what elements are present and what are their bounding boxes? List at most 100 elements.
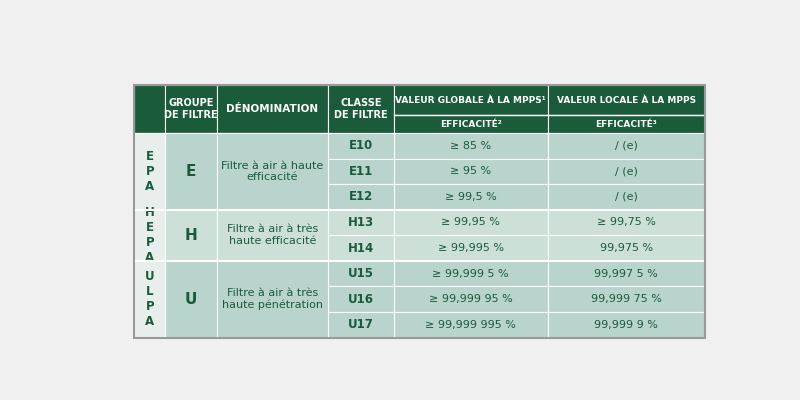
Text: U16: U16 — [348, 293, 374, 306]
Text: U17: U17 — [348, 318, 374, 331]
Bar — [217, 312, 328, 338]
Bar — [217, 158, 328, 184]
Bar — [134, 85, 705, 338]
Text: ≥ 99,5 %: ≥ 99,5 % — [445, 192, 497, 202]
Text: 99,997 5 %: 99,997 5 % — [594, 268, 658, 278]
Bar — [134, 261, 166, 338]
Bar — [217, 85, 328, 133]
Text: H14: H14 — [348, 242, 374, 254]
Bar — [328, 235, 394, 261]
Text: ≥ 99,95 %: ≥ 99,95 % — [441, 218, 500, 228]
Text: GROUPE
DE FILTRE: GROUPE DE FILTRE — [164, 98, 218, 120]
Bar — [548, 158, 705, 184]
Text: EFFICACITÉ³: EFFICACITÉ³ — [595, 120, 657, 129]
Bar — [217, 184, 328, 210]
Bar — [217, 210, 328, 261]
Bar — [217, 133, 328, 210]
Text: Filtre à air à haute
efficacité: Filtre à air à haute efficacité — [222, 160, 323, 182]
Text: / (e): / (e) — [614, 141, 638, 151]
Bar — [166, 133, 217, 158]
Bar — [328, 184, 394, 210]
Bar — [217, 286, 328, 312]
Bar — [134, 85, 166, 133]
Bar — [166, 261, 217, 338]
Bar — [394, 286, 548, 312]
Bar — [134, 312, 166, 338]
Bar — [217, 133, 328, 158]
Bar — [548, 210, 705, 235]
Text: H13: H13 — [348, 216, 374, 229]
Text: / (e): / (e) — [614, 166, 638, 176]
Bar — [394, 133, 548, 158]
Bar — [394, 210, 548, 235]
Text: 99,975 %: 99,975 % — [599, 243, 653, 253]
Bar — [548, 115, 705, 133]
Text: ≥ 95 %: ≥ 95 % — [450, 166, 491, 176]
Text: E12: E12 — [349, 190, 373, 203]
Bar — [166, 312, 217, 338]
Bar — [328, 158, 394, 184]
Text: DÉNOMINATION: DÉNOMINATION — [226, 104, 318, 114]
Text: / (e): / (e) — [614, 192, 638, 202]
Bar — [217, 235, 328, 261]
Text: Filtre à air à très
haute pénétration: Filtre à air à très haute pénétration — [222, 288, 323, 310]
Text: U
L
P
A: U L P A — [145, 270, 154, 328]
Text: E
P
A: E P A — [146, 150, 154, 193]
Text: E: E — [186, 164, 196, 179]
Bar — [166, 133, 217, 210]
Bar — [548, 133, 705, 158]
Bar — [134, 184, 166, 210]
Bar — [166, 210, 217, 261]
Bar — [134, 210, 166, 235]
Bar — [394, 115, 548, 133]
Text: VALEUR LOCALE À LA MPPS: VALEUR LOCALE À LA MPPS — [557, 96, 696, 105]
Bar — [328, 85, 394, 133]
Bar — [166, 184, 217, 210]
Text: ≥ 99,999 5 %: ≥ 99,999 5 % — [432, 268, 509, 278]
Text: VALEUR GLOBALE À LA MPPS¹: VALEUR GLOBALE À LA MPPS¹ — [395, 96, 546, 105]
Text: H
E
P
A: H E P A — [145, 206, 154, 264]
Bar — [166, 286, 217, 312]
Bar — [548, 184, 705, 210]
Text: ≥ 99,75 %: ≥ 99,75 % — [597, 218, 655, 228]
Text: U15: U15 — [348, 267, 374, 280]
Text: 99,999 75 %: 99,999 75 % — [590, 294, 662, 304]
Bar — [548, 261, 705, 286]
Bar — [328, 210, 394, 235]
Bar — [394, 158, 548, 184]
Bar — [548, 286, 705, 312]
Bar — [134, 133, 166, 158]
Bar — [134, 210, 166, 261]
Text: Filtre à air à très
haute efficacité: Filtre à air à très haute efficacité — [226, 224, 318, 246]
Bar — [166, 210, 217, 235]
Bar — [134, 133, 166, 210]
Text: EFFICACITÉ²: EFFICACITÉ² — [440, 120, 502, 129]
Text: U: U — [185, 292, 198, 307]
Bar — [394, 261, 548, 286]
Bar — [134, 235, 166, 261]
Text: CLASSE
DE FILTRE: CLASSE DE FILTRE — [334, 98, 388, 120]
Text: E10: E10 — [349, 139, 373, 152]
Bar — [217, 210, 328, 235]
Bar — [394, 312, 548, 338]
Bar — [328, 261, 394, 286]
Bar — [134, 286, 166, 312]
Bar — [166, 85, 217, 133]
Bar — [548, 312, 705, 338]
Bar — [328, 312, 394, 338]
Bar — [217, 261, 328, 286]
Bar — [394, 184, 548, 210]
Bar — [166, 158, 217, 184]
Bar — [328, 133, 394, 158]
Bar — [217, 261, 328, 338]
Bar — [166, 261, 217, 286]
Text: ≥ 99,999 995 %: ≥ 99,999 995 % — [425, 320, 516, 330]
Bar — [548, 85, 705, 115]
Text: ≥ 85 %: ≥ 85 % — [450, 141, 491, 151]
Text: E11: E11 — [349, 165, 373, 178]
Bar — [166, 235, 217, 261]
Text: 99,999 9 %: 99,999 9 % — [594, 320, 658, 330]
Text: ≥ 99,999 95 %: ≥ 99,999 95 % — [429, 294, 513, 304]
Bar — [134, 261, 166, 286]
Bar — [394, 235, 548, 261]
